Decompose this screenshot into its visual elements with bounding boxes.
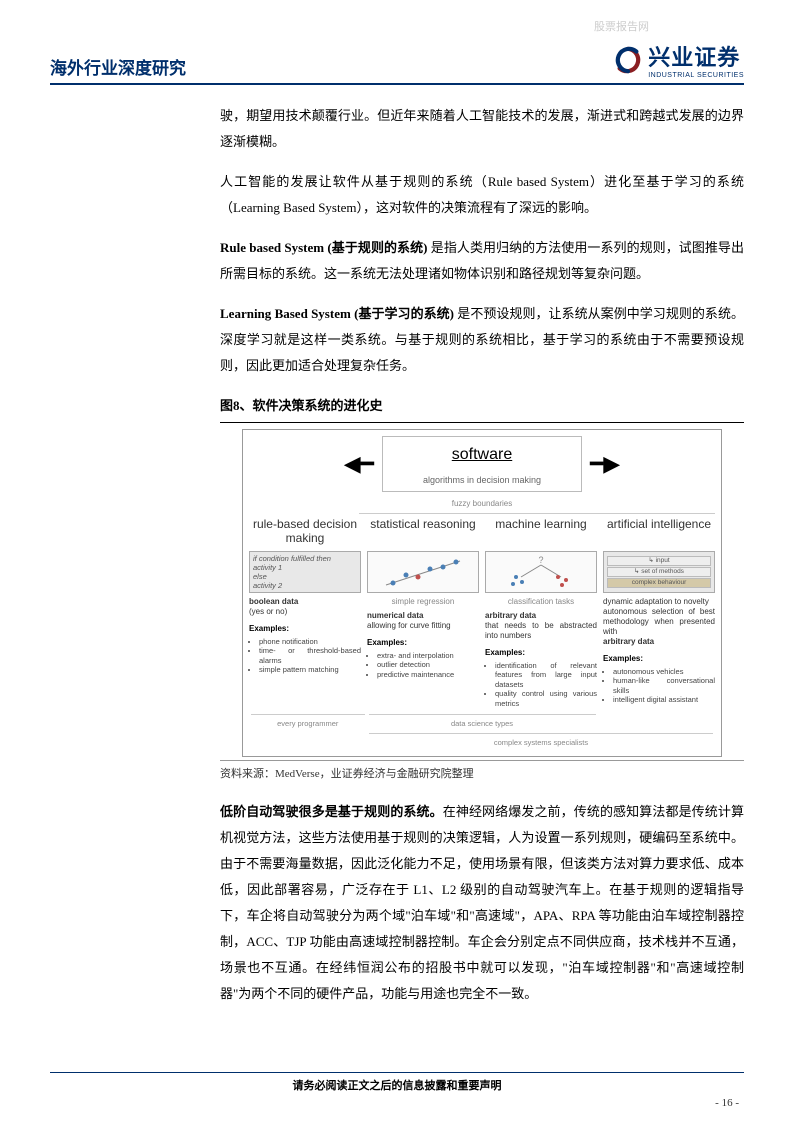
bottom-label: complex systems specialists [369, 733, 713, 750]
paragraph: Rule based System (基于规则的系统) 是指人类用归纳的方法使用… [220, 235, 744, 287]
diagram-column: artificial intelligence↳ input↳ set of m… [603, 518, 715, 708]
arrow-left-icon: ◀━ [344, 442, 374, 486]
evolution-diagram: ◀━ software algorithms in decision makin… [242, 429, 722, 757]
bold-term: 低阶自动驾驶很多是基于规则的系统。 [220, 804, 443, 819]
diagram-column: machine learning?classification tasksarb… [485, 518, 597, 708]
footer-disclaimer: 请务必阅读正文之后的信息披露和重要声明 [50, 1072, 744, 1093]
watermark: 股票报告网 [594, 18, 649, 34]
company-logo: 兴业证券 INDUSTRIAL SECURITIES [614, 40, 744, 79]
bold-term: Rule based System (基于规则的系统) [220, 240, 427, 255]
document-body: 驶，期望用技术颠覆行业。但近年来随着人工智能技术的发展，渐进式和跨越式发展的边界… [220, 103, 744, 1007]
arrow-right-icon: ━▶ [590, 442, 620, 486]
svg-text:?: ? [538, 555, 543, 565]
diagram-column: rule-based decision makingif condition f… [249, 518, 361, 708]
figure-source: 资料来源：MedVerse，业证券经济与金融研究院整理 [220, 760, 744, 785]
report-category: 海外行业深度研究 [50, 54, 186, 79]
diagram-column: statistical reasoningsimple regressionnu… [367, 518, 479, 708]
figure-title: 图8、软件决策系统的进化史 [220, 393, 744, 423]
page-header: 海外行业深度研究 兴业证券 INDUSTRIAL SECURITIES [50, 40, 744, 85]
fuzzy-label: fuzzy boundaries [249, 496, 715, 512]
paragraph: Learning Based System (基于学习的系统) 是不预设规则，让… [220, 301, 744, 379]
paragraph: 低阶自动驾驶很多是基于规则的系统。在神经网络爆发之前，传统的感知算法都是传统计算… [220, 799, 744, 1007]
logo-text-cn: 兴业证券 [648, 40, 740, 72]
page-number: - 16 - [715, 1097, 739, 1109]
bottom-label: data science types [369, 714, 596, 731]
logo-icon [614, 46, 642, 74]
paragraph: 驶，期望用技术颠覆行业。但近年来随着人工智能技术的发展，渐进式和跨越式发展的边界… [220, 103, 744, 155]
diagram-header-sub: algorithms in decision making [423, 471, 541, 489]
bold-term: Learning Based System (基于学习的系统) [220, 306, 454, 321]
logo-text-en: INDUSTRIAL SECURITIES [648, 72, 744, 79]
bottom-label: every programmer [251, 714, 365, 731]
diagram-header-title: software [423, 439, 541, 471]
diagram-header: software algorithms in decision making [382, 436, 582, 492]
paragraph: 人工智能的发展让软件从基于规则的系统（Rule based System）进化至… [220, 169, 744, 221]
diagram-columns: rule-based decision makingif condition f… [249, 518, 715, 708]
paragraph-text: 在神经网络爆发之前，传统的感知算法都是传统计算机视觉方法，这些方法使用基于规则的… [220, 804, 744, 1001]
